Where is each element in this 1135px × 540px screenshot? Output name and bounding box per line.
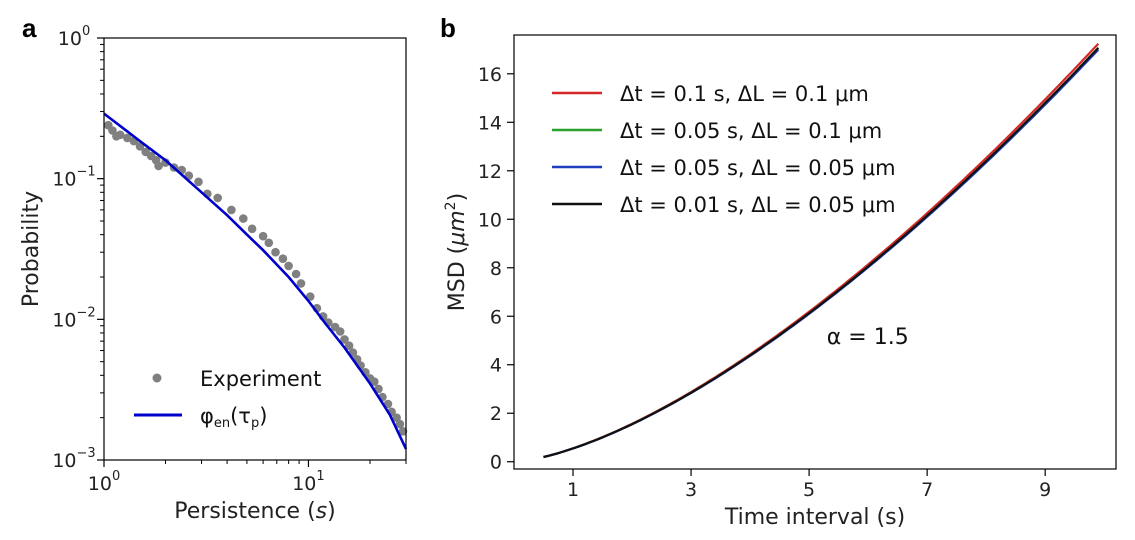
b-ytick-label-7: 14: [478, 112, 502, 134]
panel-b-xlabel: Time interval (s): [724, 505, 905, 530]
experiment-point-46: [392, 413, 401, 423]
a-xtick-label-0: 100: [88, 469, 120, 495]
experiment-point-26: [291, 269, 301, 279]
b-ytick-label-2: 4: [490, 355, 502, 377]
experiment-point-23: [271, 247, 280, 257]
b-xtick-label-0: 1: [567, 479, 579, 501]
experiment-point-35: [344, 341, 354, 351]
b-ytick-label-6: 12: [478, 161, 502, 183]
b-ytick-label-1: 2: [490, 403, 502, 425]
legend-experiment-label: Experiment: [200, 367, 321, 391]
legend-label-3: Δt = 0.01 s, ΔL = 0.05 μm: [620, 193, 896, 217]
experiment-point-41: [370, 377, 379, 387]
b-xtick-label-1: 3: [685, 479, 697, 501]
fit-line: [103, 112, 408, 450]
legend-experiment-marker: [152, 373, 162, 383]
experiment-point-15: [194, 177, 203, 187]
a-ytick-label-3: 10−3: [52, 446, 95, 472]
experiment-point-22: [264, 238, 274, 248]
experiment-point-25: [284, 261, 293, 271]
experiment-point-10: [154, 161, 163, 171]
legend-label-2: Δt = 0.05 s, ΔL = 0.05 μm: [620, 156, 896, 180]
panel-a-frame: [103, 37, 407, 461]
panel-a-ylabel: Probability: [19, 191, 44, 307]
panel-b-plot-area: [543, 42, 1100, 459]
experiment-point-21: [258, 231, 268, 241]
legend-label-1: Δt = 0.05 s, ΔL = 0.1 μm: [620, 119, 882, 143]
experiment-point-48: [398, 427, 408, 436]
experiment-point-20: [247, 224, 257, 234]
experiment-point-33: [335, 327, 345, 336]
b-ytick-label-4: 8: [490, 258, 502, 280]
msd-curve-2: [543, 48, 1100, 459]
a-xtick-label-1: 101: [292, 469, 324, 495]
experiment-point-18: [227, 205, 236, 215]
alpha-annotation: α = 1.5: [827, 325, 909, 350]
experiment-point-17: [213, 193, 222, 203]
experiment-point-11: [161, 158, 170, 167]
b-xtick-label-3: 7: [921, 479, 933, 501]
experiment-point-42: [374, 384, 383, 394]
experiment-point-47: [395, 419, 405, 429]
panel-a-plot-area: [103, 112, 408, 450]
panel-a-xlabel: Persistence (s): [174, 499, 335, 524]
experiment-point-24: [278, 254, 288, 263]
a-ytick-label-2: 10−2: [52, 305, 95, 331]
b-ytick-label-5: 10: [478, 209, 502, 231]
experiment-point-27: [296, 279, 306, 288]
panel-a-legend: Experiment φen(τp): [134, 367, 321, 431]
msd-curve-3: [543, 47, 1100, 459]
experiment-point-4: [123, 133, 132, 143]
a-ytick-label-0: 100: [58, 24, 90, 50]
panel-b-legend: Δt = 0.1 s, ΔL = 0.1 μm Δt = 0.05 s, ΔL =…: [552, 82, 896, 217]
experiment-point-3: [115, 130, 125, 140]
panel-a-ticks: 100 101 100 10−1 10−2 10−3: [52, 24, 407, 495]
b-xtick-label-4: 9: [1039, 479, 1051, 501]
panel-label-b: b: [440, 13, 456, 43]
panel-b-ylabel: MSD (μm2): [443, 193, 470, 311]
b-ytick-label-8: 16: [478, 64, 502, 86]
legend-fit-label: φen(τp): [200, 404, 267, 431]
msd-curve-1: [543, 47, 1100, 459]
a-ytick-label-1: 10−1: [52, 165, 95, 191]
b-ytick-label-3: 6: [490, 306, 502, 328]
panel-label-a: a: [22, 13, 37, 43]
b-ytick-label-0: 0: [490, 452, 502, 474]
legend-label-0: Δt = 0.1 s, ΔL = 0.1 μm: [620, 82, 869, 106]
experiment-point-19: [239, 214, 248, 223]
experiment-point-34: [340, 335, 349, 344]
b-xtick-label-2: 5: [803, 479, 815, 501]
panel-b-frame: [513, 34, 1117, 470]
panel-b-ticks: 1 3 5 7 9 0 2 4 6 8 10 12 14 16: [478, 64, 1051, 501]
